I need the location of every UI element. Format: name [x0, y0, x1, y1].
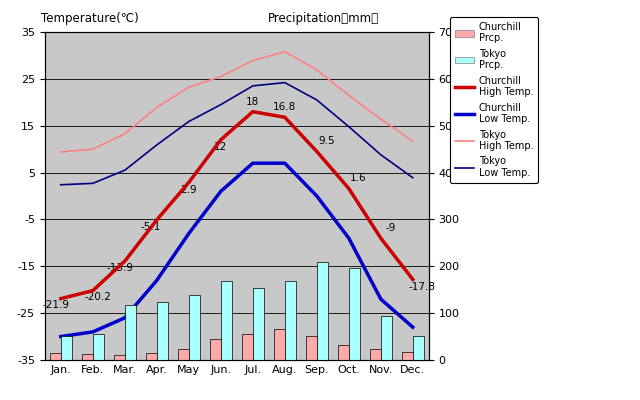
Bar	[381, 316, 392, 360]
Bar	[157, 302, 168, 360]
Bar	[125, 305, 136, 360]
Text: -21.9: -21.9	[42, 300, 70, 310]
Bar	[413, 336, 424, 360]
Bar	[50, 354, 61, 360]
Text: -13.9: -13.9	[106, 262, 134, 272]
Text: Temperature(℃): Temperature(℃)	[41, 12, 139, 26]
Bar	[61, 336, 72, 360]
Bar	[114, 355, 125, 360]
Legend: Churchill
Prcp., Tokyo
Prcp., Churchill
High Temp., Churchill
Low Temp., Tokyo
H: Churchill Prcp., Tokyo Prcp., Churchill …	[450, 17, 538, 183]
Text: 2.9: 2.9	[180, 185, 197, 195]
Text: -5.1: -5.1	[140, 222, 161, 232]
Text: -17.8: -17.8	[409, 282, 436, 292]
Bar	[349, 268, 360, 360]
Text: -9: -9	[385, 223, 396, 233]
Bar	[285, 281, 296, 360]
Bar	[189, 295, 200, 360]
Text: 9.5: 9.5	[318, 136, 335, 146]
Bar	[306, 336, 317, 360]
Bar	[274, 329, 285, 360]
Bar	[93, 334, 104, 360]
Bar	[177, 349, 189, 360]
Bar	[82, 354, 93, 360]
Text: -20.2: -20.2	[84, 292, 111, 302]
Bar	[241, 334, 253, 360]
Bar	[221, 281, 232, 360]
Bar	[337, 344, 349, 360]
Text: 12: 12	[214, 142, 227, 152]
Bar	[369, 349, 381, 360]
Text: 18: 18	[246, 97, 259, 107]
Bar	[209, 339, 221, 360]
Bar	[402, 352, 413, 360]
Bar	[253, 288, 264, 360]
Text: 16.8: 16.8	[273, 102, 296, 112]
Text: 1.6: 1.6	[350, 174, 367, 184]
Bar	[317, 262, 328, 360]
Bar	[146, 352, 157, 360]
Text: Precipitation（mm）: Precipitation（mm）	[268, 12, 379, 26]
